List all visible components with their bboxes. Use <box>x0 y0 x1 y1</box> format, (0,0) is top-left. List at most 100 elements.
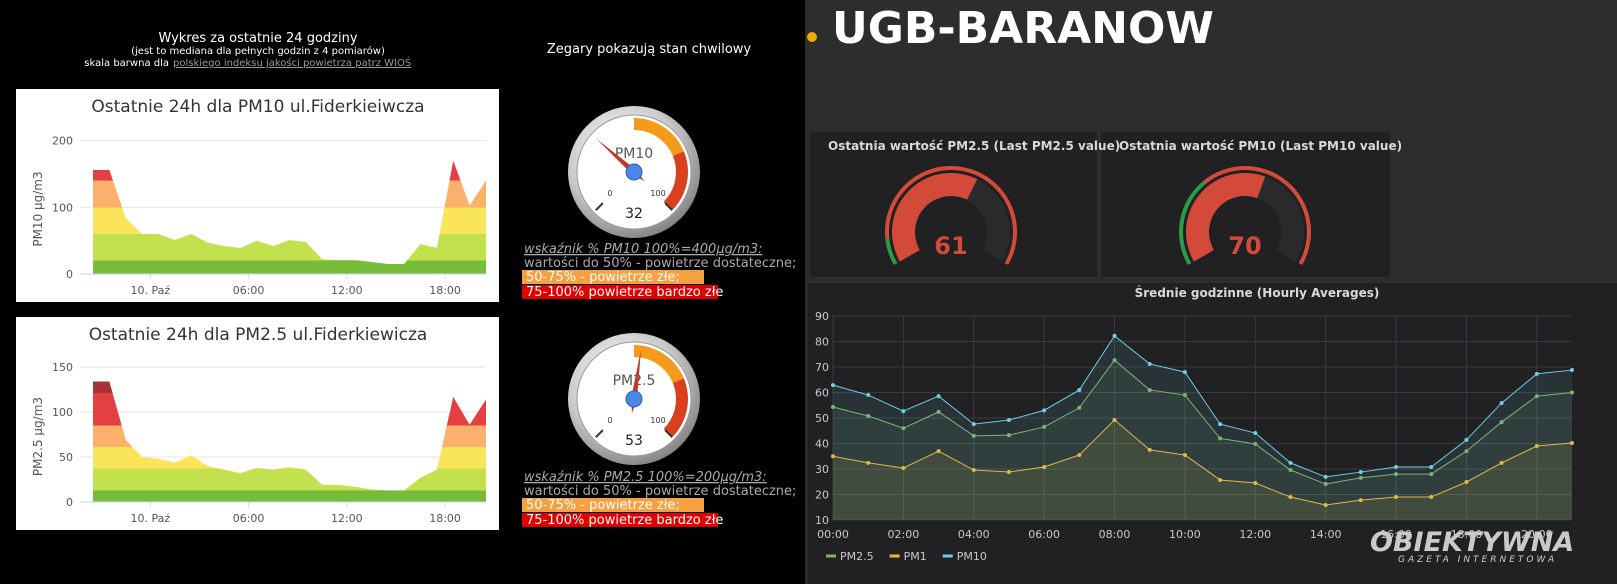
dial-label: PM10 <box>615 146 653 162</box>
data-point <box>936 394 941 399</box>
dial-tick <box>664 202 673 211</box>
data-point <box>1394 464 1399 469</box>
data-point <box>1570 390 1574 395</box>
threshold-arc <box>885 238 898 265</box>
header-subtitle: (jest to mediana dla pełnych godzin z 4 … <box>131 45 385 57</box>
legend-band-bg <box>522 498 704 512</box>
data-point <box>1006 433 1011 438</box>
data-point <box>1358 475 1363 480</box>
data-point <box>1464 480 1469 485</box>
x-tick-label: 20:00 <box>1521 528 1553 541</box>
data-point <box>1042 408 1047 413</box>
area <box>93 160 486 274</box>
legend-line: 75-100% powietrze bardzo złe <box>526 513 723 528</box>
x-tick-label: 10:00 <box>1169 528 1201 541</box>
data-point <box>1077 452 1082 457</box>
data-point <box>1499 420 1504 425</box>
threshold-arc <box>1179 181 1206 265</box>
dial-tick-label: 100 <box>650 416 665 425</box>
legend-band-bg <box>522 285 718 299</box>
dial-tick-label: 0 <box>607 189 612 198</box>
series-area <box>833 360 1572 520</box>
data-point <box>866 460 871 465</box>
x-tick-label: 14:00 <box>1310 528 1342 541</box>
data-point <box>1323 482 1328 487</box>
x-tick-label: 06:00 <box>1028 528 1060 541</box>
gauge-value-arc <box>892 173 978 262</box>
y-tick-label: 80 <box>815 336 829 349</box>
area <box>93 381 486 502</box>
data-point <box>1288 468 1293 473</box>
x-tick-label: 12:00 <box>331 512 363 525</box>
series-area <box>833 420 1572 520</box>
legend-line: wartości do 50% - powietrze dostateczne; <box>524 484 796 499</box>
data-point <box>1358 498 1363 503</box>
dashboard-title: UGB-BARANOW <box>832 3 1214 54</box>
legend-label: PM10 <box>957 550 987 563</box>
data-point <box>866 393 871 398</box>
data-point <box>1006 470 1011 475</box>
data-point <box>901 465 906 470</box>
gauge-value-arc <box>1186 173 1266 262</box>
dial-value: 32 <box>625 206 643 222</box>
dial-band <box>663 151 688 211</box>
panel-title: Średnie godzinne (Hourly Averages) <box>1135 285 1380 300</box>
data-point <box>1218 477 1223 482</box>
y-tick-label: 90 <box>815 310 829 323</box>
dial-tick <box>595 429 604 438</box>
data-point <box>1570 440 1574 445</box>
x-tick-label: 02:00 <box>888 528 920 541</box>
dial-tick-label: 100 <box>650 189 665 198</box>
data-point <box>1464 437 1469 442</box>
data-point <box>1182 370 1187 375</box>
x-tick-label: 18:00 <box>429 512 461 525</box>
y-tick-label: 70 <box>815 361 829 374</box>
data-point <box>1499 460 1504 465</box>
data-point <box>1182 393 1187 398</box>
panel-title: Ostatnia wartość PM10 (Last PM10 value) <box>1119 139 1402 153</box>
y-axis-label: PM2.5 µg/m3 <box>31 397 45 476</box>
header-title: Wykres za ostatnie 24 godziny <box>158 31 357 46</box>
watermark-name: OBIEKTYWNA <box>1370 527 1574 558</box>
header-scale-link[interactable]: polskiego indeksu jakości powietrza patr… <box>173 56 411 69</box>
gauge-panel <box>810 132 1097 277</box>
legend-title: wskaźnik % PM2.5 100%=200µg/m3: <box>524 470 767 485</box>
data-point <box>1077 387 1082 392</box>
x-tick-label: 10. Paź <box>130 284 170 297</box>
legend-label: PM2.5 <box>840 550 874 563</box>
chart-title: Ostatnie 24h dla PM10 ul.Fiderkieiwcza <box>91 97 424 117</box>
panel-title: Ostatnia wartość PM2.5 (Last PM2.5 value… <box>828 139 1120 153</box>
data-point <box>901 409 906 414</box>
data-point <box>936 409 941 414</box>
y-tick-label: 10 <box>815 514 829 527</box>
data-point <box>1182 452 1187 457</box>
x-tick-label: 06:00 <box>233 284 265 297</box>
legend-band-bg <box>522 270 704 284</box>
data-point <box>1218 436 1223 441</box>
y-tick-label: 50 <box>59 451 73 464</box>
y-tick-label: 30 <box>815 463 829 476</box>
data-point <box>1534 444 1539 449</box>
data-point <box>1323 474 1328 479</box>
data-point <box>1042 424 1047 429</box>
data-point <box>1429 464 1434 469</box>
x-tick-label: 10. Paź <box>130 512 170 525</box>
header-scale-text: skala barwna dla <box>84 58 169 69</box>
threshold-arc <box>1202 165 1312 265</box>
dial-hub <box>625 163 643 181</box>
data-point <box>936 449 941 454</box>
gauge-panel <box>1101 132 1390 277</box>
data-point <box>1147 361 1152 366</box>
series-line <box>832 335 1573 478</box>
data-point <box>1112 418 1117 423</box>
data-point <box>1394 495 1399 500</box>
data-point <box>1147 447 1152 452</box>
series-line <box>832 419 1573 506</box>
gauge-value: 70 <box>1228 232 1261 260</box>
dial-label: PM2.5 <box>613 373 656 389</box>
x-tick-label: 00:00 <box>817 528 849 541</box>
data-point <box>1042 464 1047 469</box>
gauge-value: 61 <box>934 232 967 260</box>
x-tick-label: 12:00 <box>331 284 363 297</box>
